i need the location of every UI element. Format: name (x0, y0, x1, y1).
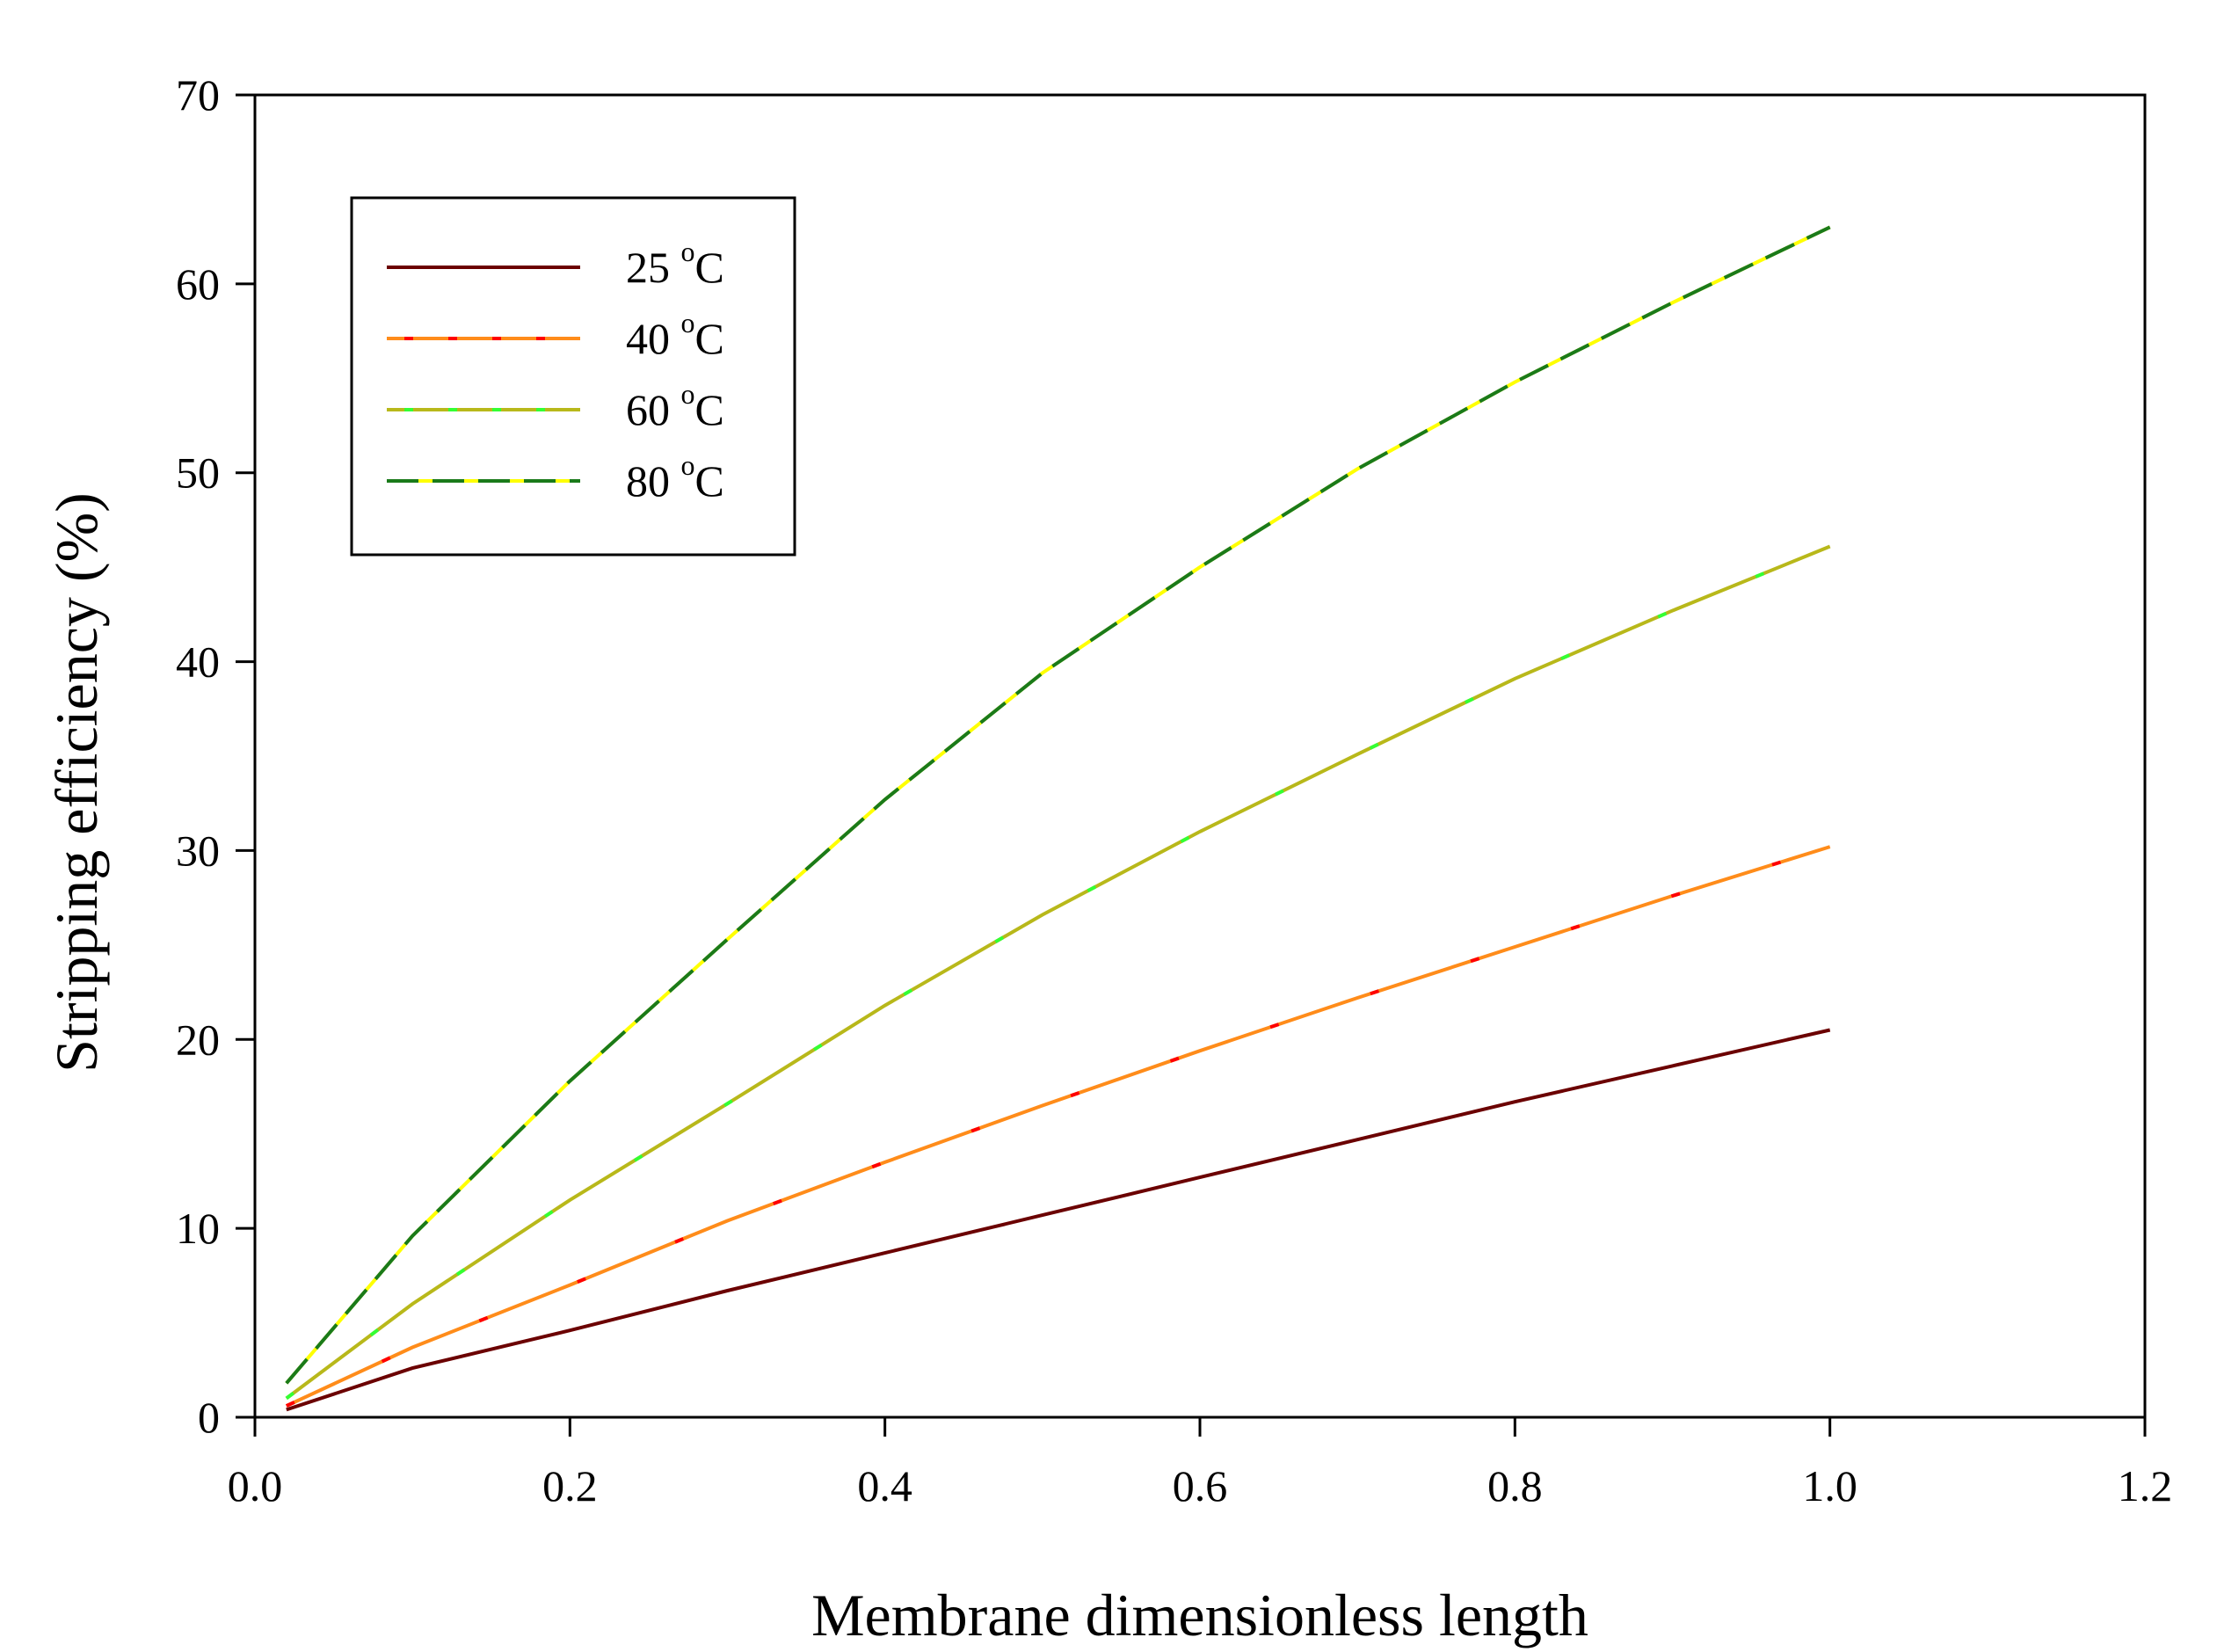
series-line-accent (285, 544, 1831, 1401)
x-tick-label: 0.0 (228, 1461, 283, 1510)
x-tick-label: 0.2 (542, 1461, 598, 1510)
legend-box (350, 196, 796, 557)
y-tick-label: 30 (176, 826, 220, 875)
legend-label: 60 oC (626, 378, 724, 434)
x-axis-title: Membrane dimensionless length (811, 1582, 1588, 1648)
x-axis: 0.0 0.2 0.4 0.6 0.8 1.0 1.2 (228, 1417, 2173, 1510)
series-line (285, 845, 1831, 1408)
legend-label: 25 oC (626, 236, 724, 292)
x-tick-label: 1.2 (2118, 1461, 2173, 1510)
y-tick-label: 60 (176, 259, 220, 309)
series-line (286, 1028, 1831, 1412)
legend-label: 40 oC (626, 307, 724, 363)
y-tick-label: 0 (198, 1393, 220, 1442)
y-tick-label: 10 (176, 1204, 220, 1253)
y-axis-title: Stripping efficiency (%) (43, 492, 110, 1073)
x-tick-label: 0.6 (1173, 1461, 1228, 1510)
series-line (285, 225, 1831, 1385)
y-tick-label: 50 (176, 448, 220, 498)
y-tick-label: 70 (176, 70, 220, 120)
x-tick-label: 1.0 (1802, 1461, 1857, 1510)
x-tick-label: 0.8 (1487, 1461, 1543, 1510)
series-layer (285, 225, 1831, 1412)
x-tick-label: 0.4 (857, 1461, 912, 1510)
y-tick-label: 20 (176, 1015, 220, 1064)
legend-label: 80 oC (626, 449, 724, 506)
legend: 25 oC 40 oC 60 oC 80 oC (350, 196, 796, 557)
y-axis: 0 10 20 30 40 50 60 70 (176, 70, 255, 1442)
y-tick-label: 40 (176, 637, 220, 687)
